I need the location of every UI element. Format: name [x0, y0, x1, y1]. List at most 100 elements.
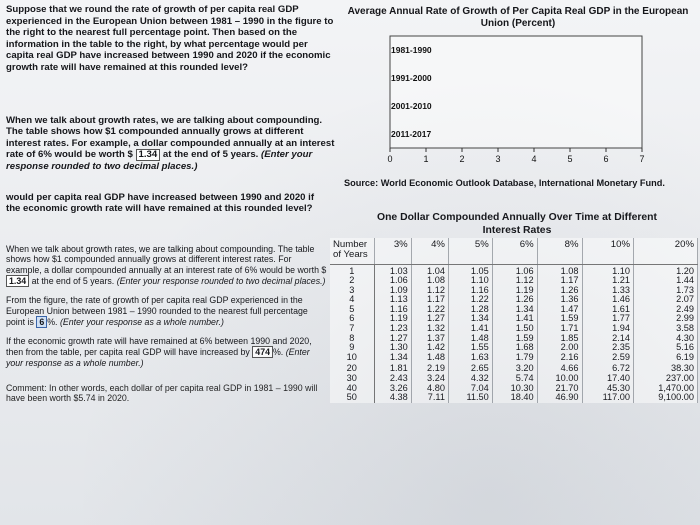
table-row: 7 1.23 1.32 1.41 1.50 1.71 1.94 3.58 — [330, 323, 699, 334]
comment: Comment: In other words, each dollar of … — [6, 382, 318, 404]
value-cell: 1.06 — [374, 275, 412, 286]
x-tick-label: 7 — [639, 154, 644, 164]
value-cell: 1.28 — [448, 304, 493, 315]
value-cell: 3.24 — [411, 373, 449, 384]
value-cell: 1.71 — [537, 323, 583, 334]
x-tick-label: 3 — [495, 154, 500, 164]
part-1: When we talk about growth rates, we are … — [6, 244, 328, 288]
value-cell: 1.50 — [492, 323, 538, 334]
value-cell: 1.34 — [374, 352, 412, 363]
table-row: 20 1.81 2.19 2.65 3.20 4.66 6.72 38.30 — [330, 362, 699, 375]
table-row: 4 1.13 1.17 1.22 1.26 1.36 1.46 2.07 — [330, 295, 699, 305]
value-cell: 2.16 — [537, 352, 583, 363]
value-cell: 2.49 — [633, 304, 699, 315]
value-cell: 1.79 — [492, 352, 538, 363]
part-2-answer: 6 — [39, 317, 45, 328]
value-cell: 1.05 — [448, 264, 493, 277]
value-cell: 1.17 — [537, 275, 583, 286]
value-cell: 1.22 — [411, 304, 449, 315]
value-cell: 1.06 — [492, 264, 538, 277]
column-header: 10% — [582, 238, 634, 265]
value-cell: 2.07 — [633, 295, 699, 305]
part-2-text-a: From the figure, the rate of growth of p… — [6, 295, 308, 328]
value-cell: 10.00 — [537, 373, 583, 384]
value-cell: 1.08 — [411, 275, 449, 286]
value-cell: 1.47 — [537, 304, 583, 315]
value-cell: 4.30 — [633, 333, 699, 344]
value-cell: 1.44 — [633, 275, 699, 286]
part-2-answer-box[interactable]: 6 — [36, 316, 48, 329]
value-cell: 1.41 — [448, 323, 493, 334]
value-cell: 6.19 — [633, 352, 699, 363]
value-cell: 46.90 — [537, 393, 583, 403]
part-1-text-a: When we talk about growth rates, we are … — [6, 244, 327, 275]
value-cell: 1.61 — [582, 304, 634, 315]
compounding-answer-box[interactable]: 1.34 — [135, 149, 161, 162]
years-cell: 20 — [330, 362, 375, 375]
table-row: 5 1.16 1.22 1.28 1.34 1.47 1.61 2.49 — [330, 304, 699, 315]
value-cell: 1.20 — [633, 264, 699, 277]
x-tick-label: 0 — [387, 154, 392, 164]
part-1-answer-box[interactable]: 1.34 — [6, 275, 30, 288]
table-row: 6 1.19 1.27 1.34 1.41 1.59 1.77 2.99 — [330, 314, 699, 325]
value-cell: 45.30 — [582, 383, 634, 394]
part-2-text-b: %. — [47, 317, 58, 328]
part-1-instruction: (Enter your response rounded to two deci… — [116, 276, 326, 287]
value-cell: 10.30 — [492, 383, 538, 394]
value-cell: 1.36 — [537, 295, 583, 305]
value-cell: 1.55 — [448, 343, 493, 353]
value-cell: 17.40 — [582, 373, 634, 384]
value-cell: 4.66 — [537, 362, 583, 375]
table-header-row: Number of Years 3% 4% 5% 6% 8% 10% 20% — [330, 238, 699, 265]
value-cell: 1.10 — [448, 275, 493, 286]
value-cell: 1.42 — [411, 343, 449, 353]
value-cell: 1.48 — [448, 333, 493, 344]
x-tick-label: 1 — [423, 154, 428, 164]
compounding-answer: 1.34 — [138, 149, 158, 161]
compounding-text-b: at the end of 5 years. — [162, 149, 259, 161]
table-row: 1 1.03 1.04 1.05 1.06 1.08 1.10 1.20 — [330, 264, 699, 277]
table-row: 30 2.43 3.24 4.32 5.74 10.00 17.40 237.00 — [330, 373, 699, 384]
years-cell: 7 — [330, 323, 375, 334]
value-cell: 38.30 — [633, 362, 699, 375]
part-1-answer: 1.34 — [9, 276, 27, 287]
chart-title: Average Annual Rate of Growth of Per Cap… — [347, 6, 689, 29]
table-body: 1 1.03 1.04 1.05 1.06 1.08 1.10 1.20 2 1.06 1.08 1.… — [330, 264, 699, 403]
years-cell: 40 — [330, 383, 375, 394]
value-cell: 1.17 — [411, 295, 449, 305]
value-cell: 18.40 — [492, 393, 538, 403]
value-cell: 2.43 — [374, 373, 412, 384]
table-row: 3 1.09 1.12 1.16 1.19 1.26 1.33 1.73 — [330, 285, 699, 296]
value-cell: 1.30 — [374, 343, 412, 353]
years-cell: 3 — [330, 285, 375, 296]
value-cell: 1.33 — [582, 285, 634, 296]
years-cell: 6 — [330, 314, 375, 325]
years-cell: 2 — [330, 275, 375, 286]
part-3-answer-box[interactable]: 474 — [252, 346, 273, 359]
value-cell: 1.41 — [492, 314, 538, 325]
value-cell: 1.37 — [411, 333, 449, 344]
plot-area — [389, 35, 643, 149]
question-panel: When we talk about growth rates, we are … — [6, 244, 328, 412]
column-header: 4% — [411, 238, 449, 265]
category-label: 1991-2000 — [391, 73, 432, 83]
x-tick-label: 2 — [459, 154, 464, 164]
value-cell: 2.00 — [537, 343, 583, 353]
value-cell: 11.50 — [448, 393, 493, 403]
repeat-question: would per capita real GDP have increased… — [6, 192, 315, 215]
chart-source: Source: World Economic Outlook Database,… — [344, 178, 694, 189]
value-cell: 1.26 — [537, 285, 583, 296]
value-cell: 1.03 — [374, 264, 412, 277]
value-cell: 1.26 — [492, 295, 538, 305]
value-cell: 1.19 — [492, 285, 538, 296]
value-cell: 7.04 — [448, 383, 493, 394]
value-cell: 1.16 — [374, 304, 412, 315]
value-cell: 2.59 — [582, 352, 634, 363]
years-cell: 4 — [330, 295, 375, 305]
value-cell: 1,470.00 — [633, 383, 699, 394]
value-cell: 1.04 — [411, 264, 449, 277]
value-cell: 1.16 — [448, 285, 493, 296]
table-row: 8 1.27 1.37 1.48 1.59 1.85 2.14 4.30 — [330, 333, 699, 344]
bar-chart: 1981-1990 1991-2000 2001-2010 2011-2017 0 1 2 3… — [342, 34, 654, 176]
value-cell: 3.20 — [492, 362, 538, 375]
